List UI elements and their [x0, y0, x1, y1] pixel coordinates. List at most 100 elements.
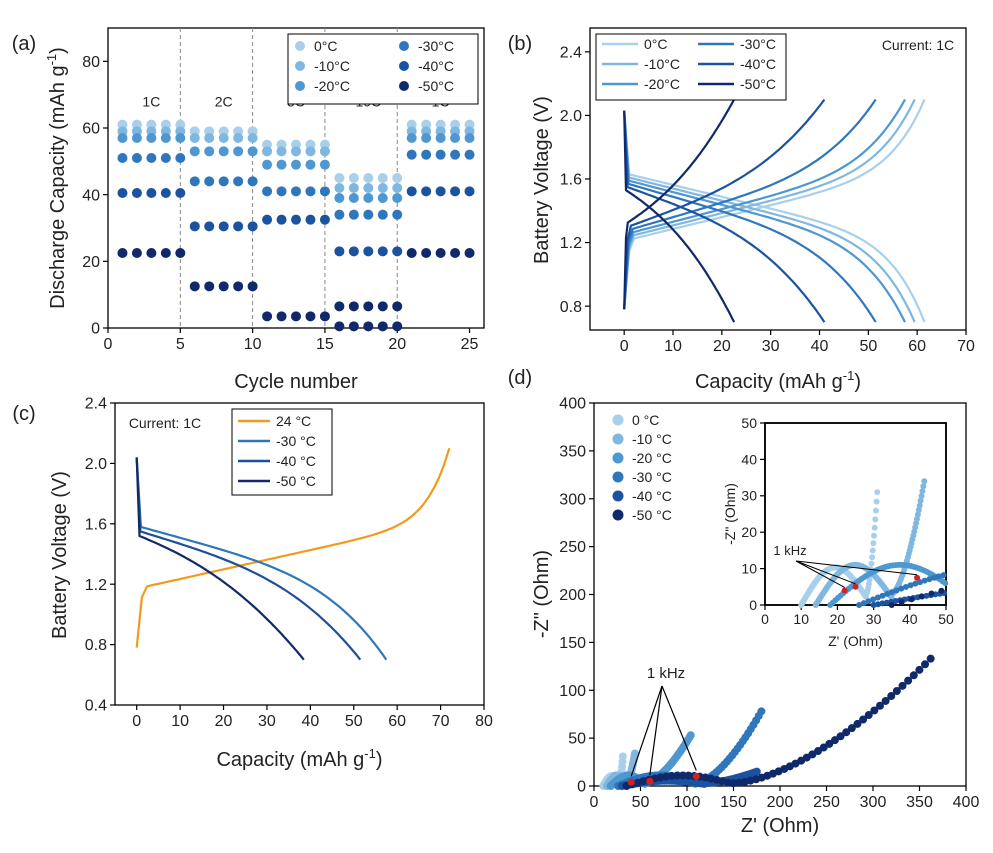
- data-point: [189, 133, 200, 143]
- x-axis-label-sup: -1: [843, 368, 855, 383]
- inset-xtick-label: 0: [761, 611, 769, 627]
- data-point: [363, 246, 374, 257]
- data-point: [450, 133, 461, 143]
- data-point: [421, 149, 432, 160]
- d-xtick-label: 350: [906, 794, 933, 811]
- legend-d: 0 °C -10 °C -20 °C -30 °C -40 °C -50 °C: [612, 412, 672, 523]
- inset-point: [926, 576, 933, 583]
- legend-c: 24 °C -30 °C -40 °C -50 °C: [231, 408, 333, 496]
- inset-point: [915, 507, 922, 514]
- khz-marker: [914, 574, 921, 581]
- discharge-curve: [623, 110, 916, 323]
- rate-label: 2C: [215, 93, 233, 109]
- inset-ytick-label: 50: [741, 415, 757, 431]
- c-xtick-label: 0: [132, 713, 141, 730]
- data-point: [218, 133, 229, 143]
- inset-point: [940, 572, 947, 579]
- panel-c: (c) 0 10 20 30 40 50 60 70 80 0.4 0.8 1.2 1.6 2.0 2.4 24…: [12, 396, 493, 771]
- data-point: [377, 193, 388, 203]
- d-ytick-label: 350: [559, 443, 586, 460]
- data-point: [377, 301, 388, 312]
- data-point: [392, 183, 403, 193]
- inset-frame: [764, 422, 947, 606]
- legend-swatch: [399, 61, 409, 71]
- data-point: [392, 246, 403, 257]
- data-point: [131, 133, 142, 143]
- c-xtick-label: 70: [432, 713, 450, 730]
- inset-xtick-label: 20: [830, 611, 846, 627]
- data-point: [406, 248, 417, 258]
- inset-point: [938, 587, 945, 594]
- data-point: [247, 146, 258, 157]
- data-point: [175, 133, 186, 143]
- d-xtick-label: 100: [674, 794, 701, 811]
- data-point: [435, 133, 446, 143]
- data-point: [392, 321, 403, 332]
- data-point: [618, 752, 627, 761]
- data-point: [160, 188, 171, 198]
- a-xtick-label: 20: [388, 336, 406, 353]
- legend-label: -30 °C: [276, 433, 316, 449]
- c-ytick-label: 1.6: [85, 516, 107, 533]
- data-point: [146, 248, 157, 258]
- data-point: [305, 146, 316, 157]
- data-point: [421, 248, 432, 258]
- data-point: [630, 749, 639, 758]
- data-point: [830, 736, 839, 745]
- panel-a: (a)05101520250204060801C2C5C10C1C0°C-10°…: [12, 27, 485, 393]
- x-axis-label-main: Capacity (mAh g: [695, 371, 843, 393]
- khz-marker: [852, 583, 859, 590]
- d-xtick-label: 150: [720, 794, 747, 811]
- y-axis-label: Battery Voltage (V): [49, 471, 71, 639]
- data-point: [160, 153, 171, 163]
- inset-point: [879, 592, 886, 599]
- data-point: [305, 186, 316, 197]
- charge-curve: [623, 98, 877, 310]
- legend-swatch: [612, 452, 624, 464]
- x-axis-label: Z' (Ohm): [741, 815, 819, 837]
- data-point: [334, 193, 345, 203]
- y-axis-label-sup: -1: [44, 54, 59, 66]
- b-xtick-label: 70: [957, 338, 975, 355]
- data-point: [233, 221, 244, 232]
- data-point: [464, 133, 475, 143]
- inset-point: [873, 498, 880, 505]
- inset-point: [869, 554, 876, 561]
- c-xtick-label: 80: [475, 713, 493, 730]
- d-ytick-label: 250: [559, 539, 586, 556]
- inset-point: [874, 594, 881, 601]
- a-ytick-label: 20: [82, 254, 100, 271]
- inset-point: [871, 524, 878, 531]
- inset-y-label: -Z" (Ohm): [722, 483, 738, 545]
- c-ytick-label: 1.2: [85, 577, 107, 594]
- data-point: [348, 246, 359, 257]
- a-ytick-label: 0: [91, 321, 100, 338]
- data-point: [673, 771, 682, 780]
- legend-label: -10°C: [644, 56, 680, 72]
- inset-xtick-label: 30: [866, 611, 882, 627]
- c-xtick-label: 40: [301, 713, 319, 730]
- x-axis-label-close: ): [854, 371, 861, 393]
- inset-ytick-label: 30: [741, 488, 757, 504]
- data-point: [450, 248, 461, 258]
- data-point: [218, 176, 229, 187]
- data-point: [204, 281, 215, 292]
- data-point: [247, 221, 258, 232]
- legend-frame: [287, 33, 479, 105]
- data-point: [131, 188, 142, 198]
- c-xtick-label: 10: [171, 713, 189, 730]
- data-point: [348, 193, 359, 203]
- y-axis-label-close: ): [47, 47, 69, 54]
- data-point: [189, 281, 200, 292]
- data-point: [305, 311, 316, 322]
- inset-d: 0 10 20 30 40 50 0 10 20 30 40 50 1 kHz Z' (Ohm) -Z" (…: [722, 415, 954, 649]
- y-axis-label: Discharge Capacity (mAh g-1): [44, 47, 69, 309]
- data-point: [334, 183, 345, 193]
- y-axis-label: -Z" (Ohm): [531, 550, 553, 638]
- legend-a: 0°C -10°C -20°C -30°C -40°C -50°C: [287, 33, 479, 105]
- data-point: [218, 281, 229, 292]
- khz-arrow: [630, 685, 663, 777]
- legend-label: -30 °C: [632, 469, 672, 485]
- inset-xtick-label: 50: [938, 611, 954, 627]
- d-ytick-label: 50: [568, 731, 586, 748]
